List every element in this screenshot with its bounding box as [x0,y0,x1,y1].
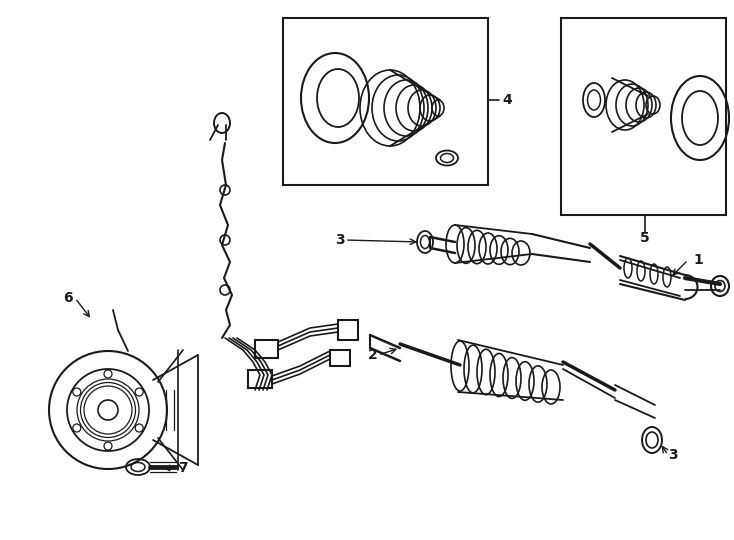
Bar [330,350,350,366]
Text: 4: 4 [502,93,512,107]
Text: 2: 2 [368,348,378,362]
Bar [561,18,726,215]
Text: 1: 1 [693,253,702,267]
Bar [338,320,358,340]
Bar [283,18,488,185]
Text: 3: 3 [335,233,345,247]
Text: 5: 5 [640,231,650,245]
Bar [255,340,278,358]
Bar [248,370,272,388]
Text: 7: 7 [178,461,188,475]
Text: 3: 3 [668,448,677,462]
Text: 6: 6 [63,291,73,305]
